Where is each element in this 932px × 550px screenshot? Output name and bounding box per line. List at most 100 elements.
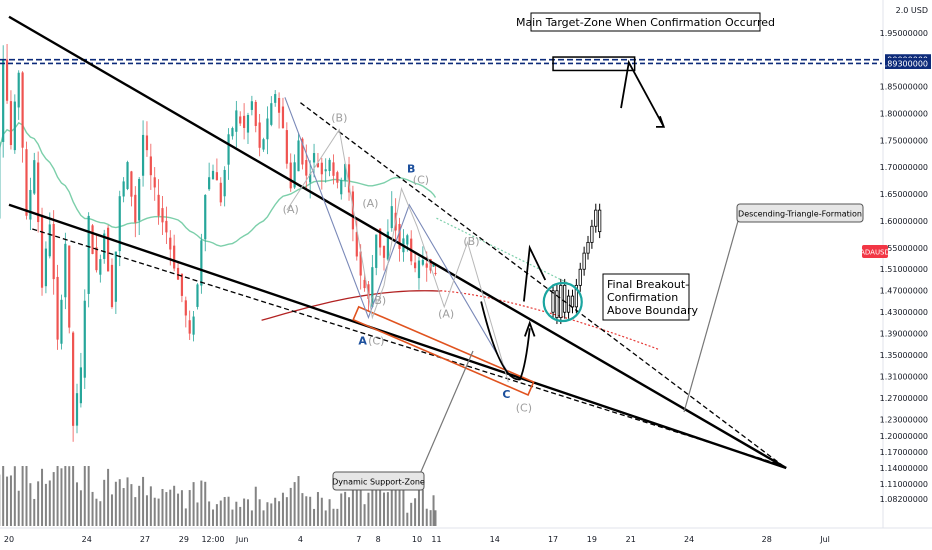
candle-6 (5, 44, 9, 104)
candle-62 (223, 166, 226, 207)
candle-22 (68, 245, 71, 334)
candle-51 (180, 273, 184, 303)
wave-label-7: (C) (413, 173, 429, 186)
candle-12 (29, 177, 32, 231)
candle-layer (0, 44, 602, 442)
candle-5 (2, 45, 5, 158)
candle-42 (145, 121, 149, 157)
wave-sub-path (286, 128, 509, 383)
breakout-circle (542, 281, 583, 323)
projection-candle-3 (563, 278, 567, 319)
volume-layer (0, 466, 437, 526)
candle-103 (382, 245, 386, 271)
candle-57 (204, 194, 207, 252)
volume-bar-45 (157, 498, 160, 526)
candle-29 (95, 233, 98, 273)
support-callout: Dynamic Support-Zone (332, 478, 425, 487)
candle-70 (254, 99, 257, 133)
volume-bar-93 (344, 491, 347, 526)
volume-bar-85 (313, 508, 316, 526)
projection-candle-11 (594, 203, 598, 233)
volume-bar-82 (301, 493, 304, 526)
x-tick-10: 11 (431, 535, 441, 544)
y-tick-7: 1.65000000 (880, 190, 928, 199)
time-axis[interactable]: 20 24 27 29 12:00 Jun 4 7 8 10 11 14 17 19 21 24 28 Jul (4, 535, 830, 544)
volume-bar-5 (2, 466, 5, 526)
bounce-arrow-head (524, 320, 536, 337)
volume-bar-114 (425, 508, 428, 526)
breakout-callout-line-3: Above Boundary (607, 304, 698, 317)
volume-bar-110 (410, 502, 413, 526)
wave-label-10: C (502, 388, 510, 401)
symbol-tag: ADAUSD (860, 249, 890, 257)
candle-52 (184, 296, 187, 328)
y-tick-5: 1.75000000 (880, 136, 928, 145)
candle-60 (215, 158, 219, 181)
candle-55 (196, 283, 199, 310)
volume-bar-13 (33, 498, 36, 526)
candle-90 (332, 154, 335, 185)
x-tick-2: 27 (140, 535, 150, 544)
triangle-callout-connector (683, 220, 739, 413)
projected-bounce-path (480, 301, 531, 381)
symbol-tag-box (862, 245, 888, 258)
price-axis[interactable]: 1.950000001.900000001.893000001.85000000… (880, 29, 931, 504)
candle-76 (277, 92, 281, 129)
y-tick-19: 1.17000000 (880, 448, 928, 457)
volume-bar-51 (180, 490, 183, 526)
wave-label-6: B (407, 163, 415, 176)
candle-104 (386, 219, 389, 261)
wave-label-0: (A) (283, 203, 299, 216)
volume-bar-70 (254, 486, 257, 526)
volume-bar-89 (328, 499, 331, 526)
volume-bar-21 (64, 466, 67, 526)
volume-bar-17 (48, 480, 51, 526)
projection-candle-12 (598, 203, 602, 239)
candle-74 (270, 96, 273, 127)
triangle-lower-line (8, 203, 787, 470)
projection-candle-0 (551, 284, 555, 319)
volume-bar-26 (83, 466, 86, 526)
candle-10 (21, 71, 24, 163)
x-tick-13: 19 (587, 535, 597, 544)
volume-bar-30 (99, 501, 102, 526)
candle-36 (122, 177, 125, 203)
candle-68 (246, 112, 250, 144)
candle-63 (227, 128, 230, 180)
volume-bar-86 (316, 492, 319, 526)
candle-26 (83, 289, 86, 389)
candle-69 (250, 95, 253, 116)
candle-93 (344, 162, 347, 188)
volume-bar-55 (196, 502, 199, 526)
breakout-callout-box (602, 273, 690, 321)
candle-107 (398, 217, 401, 262)
x-tick-15: 24 (684, 535, 694, 544)
candle-30 (99, 254, 102, 283)
currency-label[interactable]: 2.0 USD (896, 6, 928, 15)
y-tick-15: 1.31000000 (880, 373, 928, 382)
volume-bar-78 (285, 497, 288, 526)
volume-bar-81 (297, 476, 300, 526)
volume-bar-24 (76, 482, 79, 526)
volume-bar-74 (270, 503, 273, 526)
projected-target-path (620, 59, 665, 128)
projection-candle-8 (582, 246, 586, 276)
wave-label-4: A (358, 334, 367, 347)
candle-13 (33, 152, 36, 196)
volume-bar-77 (281, 492, 284, 526)
candle-39 (134, 186, 137, 238)
wave-label-5: (C) (368, 334, 384, 347)
projection-candle-9 (586, 235, 590, 260)
candle-73 (266, 106, 269, 155)
volume-bar-91 (336, 508, 339, 526)
candle-19 (56, 264, 59, 350)
target-zone-callout-box (530, 12, 761, 32)
support-callout-box (332, 471, 425, 491)
wave-label-3: (B) (370, 294, 386, 307)
candle-94 (347, 156, 351, 201)
volume-bar-99 (367, 492, 370, 526)
x-tick-6: 4 (298, 535, 303, 544)
volume-bar-56 (200, 480, 203, 526)
y-tick-4: 1.80000000 (880, 109, 928, 118)
